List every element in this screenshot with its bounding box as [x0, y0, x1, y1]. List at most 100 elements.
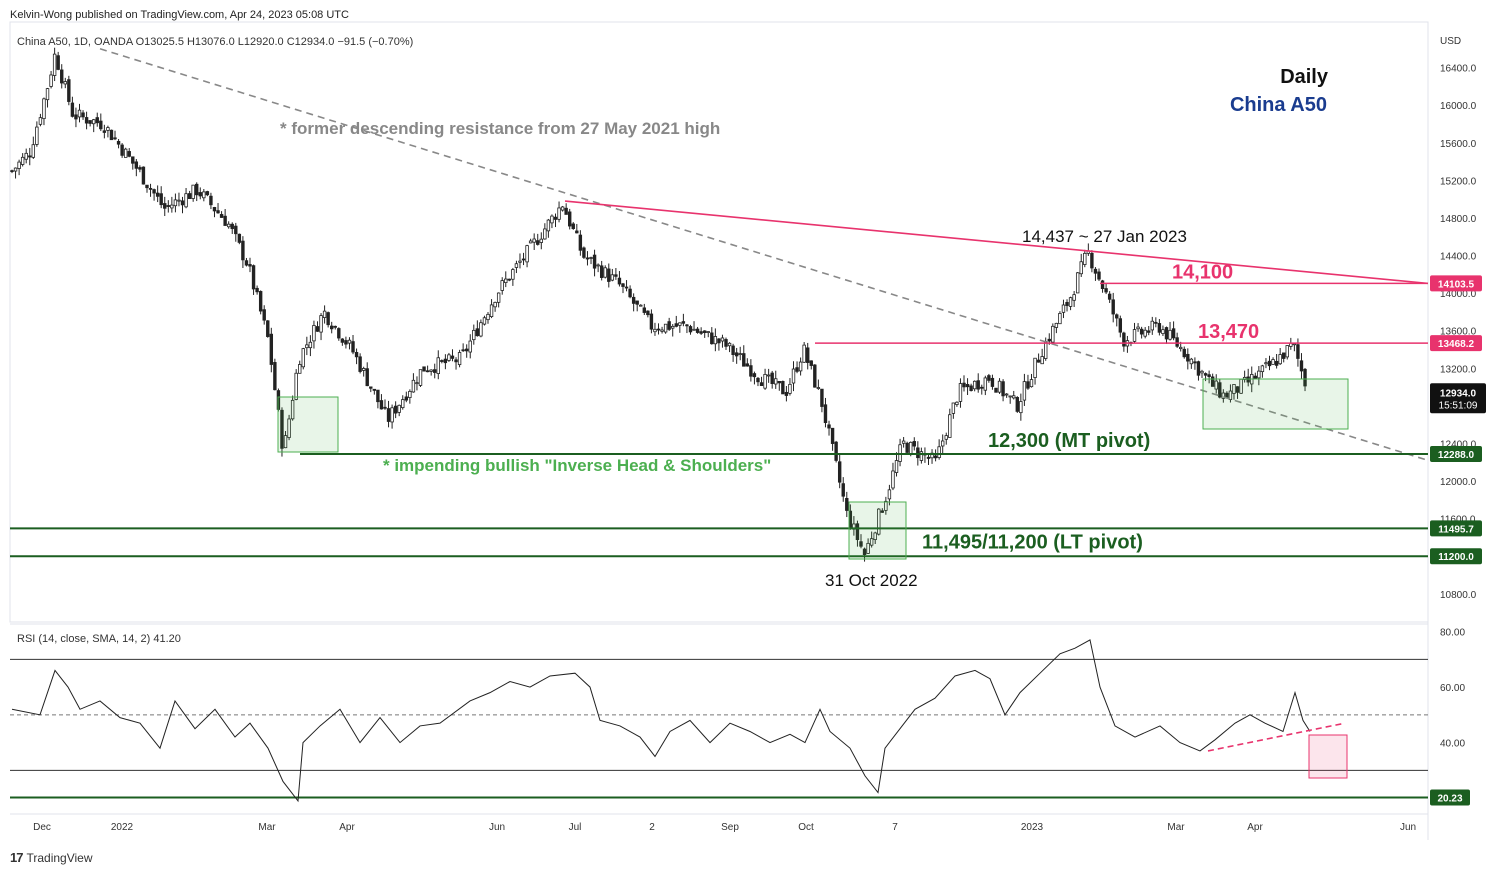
currency-label: USD — [1440, 36, 1461, 47]
candle-body — [1193, 361, 1197, 364]
candle-body — [433, 369, 437, 373]
candle-body — [873, 532, 877, 540]
candle-body — [155, 192, 160, 197]
candle-body — [184, 193, 188, 208]
candle-body — [1040, 356, 1044, 365]
candle-body — [163, 203, 167, 209]
time-tick-label: Oct — [798, 822, 814, 833]
candle-body — [777, 380, 781, 384]
candle-body — [1214, 380, 1218, 390]
candle-body — [1235, 386, 1240, 393]
candle-body — [1282, 352, 1286, 359]
candle-body — [685, 324, 689, 327]
candle-body — [646, 310, 650, 316]
support-12300-tag — [1430, 445, 1482, 462]
rsi-tick-label: 60.00 — [1440, 683, 1465, 694]
candle-body — [38, 117, 43, 125]
candle-body — [518, 260, 522, 263]
rsi-legend[interactable]: RSI (14, close, SMA, 14, 2) 41.20 — [17, 633, 181, 645]
candle-body — [621, 283, 625, 287]
candle-body — [216, 210, 220, 214]
candle-body — [212, 207, 217, 212]
candle-body — [1015, 397, 1019, 412]
candle-body — [1253, 375, 1257, 379]
candle-body — [1196, 361, 1201, 376]
candle-body — [596, 264, 600, 267]
tradingview-footer[interactable]: 17 TradingView — [10, 850, 93, 865]
candle-body — [706, 331, 710, 333]
time-tick-label: Apr — [339, 822, 355, 833]
candle-body — [166, 205, 171, 207]
candle-body — [255, 287, 259, 293]
candle-body — [1203, 373, 1208, 376]
candle-body — [944, 435, 948, 440]
candle-body — [837, 461, 842, 483]
candle-body — [187, 193, 192, 199]
candle-body — [916, 447, 920, 459]
rsi-support-tag — [1430, 789, 1470, 806]
candle-body — [134, 161, 139, 169]
time-tick-label: Sep — [721, 822, 739, 833]
candle-body — [219, 214, 224, 218]
candle-body — [564, 207, 568, 215]
candles-layer — [10, 47, 1307, 562]
price-tick-label: 14400.0 — [1440, 252, 1477, 263]
candle-body — [180, 200, 185, 206]
candle-body — [170, 204, 174, 209]
price-tick-label: 12400.0 — [1440, 439, 1477, 450]
candle-body — [642, 307, 647, 313]
candle-body — [1260, 365, 1265, 373]
candle-body — [504, 278, 508, 284]
candle-body — [557, 207, 561, 220]
candle-body — [1274, 360, 1279, 366]
candle-body — [1207, 374, 1211, 378]
candle-body — [301, 348, 305, 368]
candle-body — [1012, 395, 1016, 399]
candle-body — [77, 109, 82, 118]
candle-body — [674, 323, 678, 327]
support-12300-tag-label: 12288.0 — [1438, 450, 1475, 461]
candle-body — [1292, 343, 1297, 346]
candle-body — [372, 388, 377, 391]
head-zone — [848, 501, 907, 560]
candle-body — [692, 328, 696, 331]
candle-body — [536, 240, 540, 245]
candle-body — [74, 114, 78, 120]
candle-body — [205, 191, 210, 196]
time-tick-label: Dec — [33, 822, 51, 833]
candle-body — [720, 337, 725, 342]
candle-body — [298, 364, 302, 374]
symbol-legend[interactable]: China A50, 1D, OANDA O13025.5 H13076.0 L… — [17, 36, 414, 48]
candle-body — [294, 372, 298, 400]
candle-body — [997, 380, 1002, 393]
candle-body — [656, 328, 661, 331]
time-tick-label: Jun — [1400, 822, 1416, 833]
candle-body — [976, 380, 980, 390]
candle-body — [610, 274, 615, 281]
candle-body — [681, 321, 686, 324]
candle-body — [806, 347, 810, 363]
candle-body — [209, 195, 213, 206]
price-axis: USD 16400.0 16000.0 15600.0 15200.0 14800.0 14… — [1430, 36, 1486, 806]
candle-body — [528, 240, 533, 244]
candle-body — [816, 387, 821, 390]
candle-body — [1001, 381, 1005, 397]
candle-body — [493, 301, 497, 308]
candle-body — [752, 373, 757, 378]
rsi-panel — [10, 639, 1428, 803]
label-12300: 12,300 (MT pivot) — [988, 430, 1150, 452]
candle-body — [880, 510, 885, 513]
candle-body — [948, 414, 952, 438]
candle-body — [99, 120, 103, 130]
time-tick-label: Jul — [569, 822, 582, 833]
candle-body — [937, 446, 941, 458]
candle-body — [443, 358, 448, 364]
label-14100: 14,100 — [1172, 261, 1233, 283]
tradingview-brand: TradingView — [26, 850, 93, 865]
upper-resistance-trendline — [564, 200, 1429, 285]
candle-body — [617, 277, 622, 285]
candle-body — [88, 120, 92, 124]
candle-body — [429, 369, 433, 372]
candle-body — [84, 117, 89, 124]
